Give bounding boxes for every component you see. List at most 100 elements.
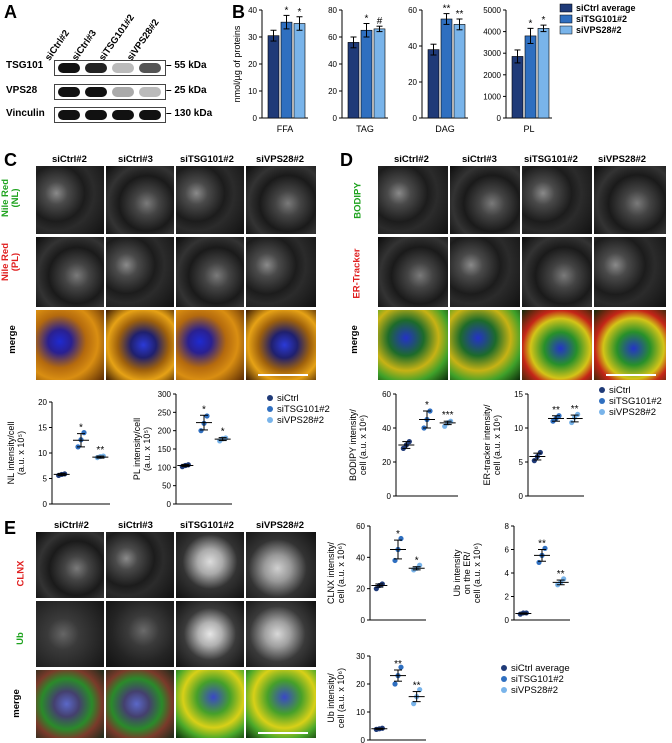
micrograph: [106, 237, 174, 307]
micrograph: [106, 532, 174, 598]
blot-row-vps28: [54, 84, 166, 100]
legend-label: siVPS28#2: [609, 407, 656, 418]
tick-label: 60: [328, 33, 337, 42]
row-label-bodipy: BODIPY: [352, 182, 364, 219]
tick-label: 8: [505, 522, 510, 531]
panel-label-c: C: [4, 150, 17, 170]
tick-label: 40: [408, 42, 417, 51]
y-axis-label: Ub intensity/: [326, 673, 336, 723]
micrograph: [594, 310, 666, 380]
y-axis-label: (a.u. x 10⁵): [142, 427, 152, 471]
tick-label: 20: [38, 398, 47, 407]
data-point: [536, 559, 542, 566]
lane-label-1: siCtrl#2: [42, 28, 72, 64]
tick-label: 15: [38, 424, 47, 433]
data-point: [575, 411, 581, 417]
bar: [427, 49, 440, 119]
tick-label: 50: [162, 482, 171, 491]
band: [85, 63, 107, 73]
band: [139, 63, 161, 73]
panel-label-b: B: [232, 2, 245, 22]
marker-55: – 55 kDa: [166, 60, 207, 71]
significance-label: *: [365, 14, 369, 25]
legend-label: siVPS28#2: [277, 415, 324, 426]
blot-row-vinculin: [54, 107, 166, 123]
legend-label: siTSG101#2: [576, 14, 627, 24]
marker-25-label: 25 kDa: [174, 85, 207, 96]
significance-label: *: [415, 556, 419, 567]
significance-label: *: [298, 7, 302, 18]
tick-label: 5: [43, 475, 48, 484]
tick-label: 20: [382, 458, 391, 467]
micrograph: [176, 166, 244, 234]
micrograph: [522, 310, 592, 380]
col-header: siTSG101#2: [180, 154, 234, 165]
row-label-ub: Ub: [14, 632, 26, 645]
y-axis-label: cell (a.u. x 10⁶): [472, 543, 482, 603]
legend-marker: [267, 395, 273, 401]
legend-label: siVPS28#2: [576, 25, 622, 35]
band: [58, 87, 80, 97]
x-axis-label: FFA: [277, 124, 294, 134]
legend-label: siVPS28#2: [511, 685, 558, 696]
tick-label: 20: [356, 585, 365, 594]
row-label-clnx: CLNX: [15, 560, 27, 587]
y-axis-label: NL intensity/cell: [6, 422, 16, 485]
panel-d-charts: 0 20 40 60 BODIPY intensity/cell (a.u. x 10⁶…: [348, 385, 662, 501]
marker-25: – 25 kDa: [166, 85, 207, 96]
legend-label: siTSG101#2: [277, 404, 330, 415]
data-point: [411, 701, 417, 707]
col-header: siCtrl#3: [118, 154, 153, 165]
micrograph: [176, 601, 244, 667]
tick-label: 0: [505, 616, 510, 625]
tick-label: 40: [248, 6, 257, 15]
tick-label: 80: [328, 6, 337, 15]
significance-label: **: [552, 405, 560, 416]
tick-label: 10: [514, 424, 523, 433]
marker-55-label: 55 kDa: [174, 60, 207, 71]
band: [58, 63, 80, 73]
tick-label: 20: [248, 60, 257, 69]
col-header: siVPS28#2: [256, 154, 305, 165]
bar: [280, 21, 293, 119]
panel-label-d: D: [340, 150, 353, 170]
significance-label: *: [542, 15, 546, 26]
y-axis-label: Ub intensity: [452, 549, 462, 597]
micrograph: [246, 670, 316, 738]
micrograph: [36, 166, 104, 234]
band: [139, 87, 161, 97]
micrograph: [246, 601, 316, 667]
tick-label: 60: [382, 390, 391, 399]
significance-label: *: [79, 423, 83, 434]
micrograph: [594, 237, 666, 307]
significance-label: *: [425, 400, 429, 411]
micrograph: [378, 237, 448, 307]
panel-label-e: E: [4, 518, 17, 538]
bar: [440, 18, 453, 119]
data-point: [531, 458, 537, 464]
legend-label: siCtrl: [609, 385, 631, 396]
tick-label: 4: [505, 569, 510, 578]
tick-label: 5: [519, 458, 524, 467]
micrograph: [36, 310, 104, 380]
tick-label: 60: [408, 6, 417, 15]
micrograph: [106, 601, 174, 667]
data-point: [198, 428, 204, 434]
significance-label: *: [202, 404, 206, 415]
y-axis-label: CLNX intensity/: [326, 541, 336, 604]
tick-label: 15: [514, 390, 523, 399]
bar: [524, 35, 537, 119]
col-header: siCtrl#2: [52, 154, 87, 165]
x-axis-label: TAG: [356, 124, 374, 134]
row-label-merge: merge: [10, 689, 22, 718]
col-header: siCtrl#3: [118, 520, 153, 531]
tick-label: 60: [356, 522, 365, 531]
y-axis-label: (a.u. x 10⁵): [16, 431, 26, 475]
tick-label: 4000: [483, 28, 501, 37]
blot-row-tsg101: [54, 60, 166, 76]
tick-label: 100: [158, 463, 172, 472]
row-label-text: (PL): [10, 252, 22, 272]
row-label-nl: Nile Red (NL): [0, 179, 21, 217]
row-label-pl: Nile Red (PL): [0, 243, 22, 281]
significance-label: **: [413, 681, 421, 692]
